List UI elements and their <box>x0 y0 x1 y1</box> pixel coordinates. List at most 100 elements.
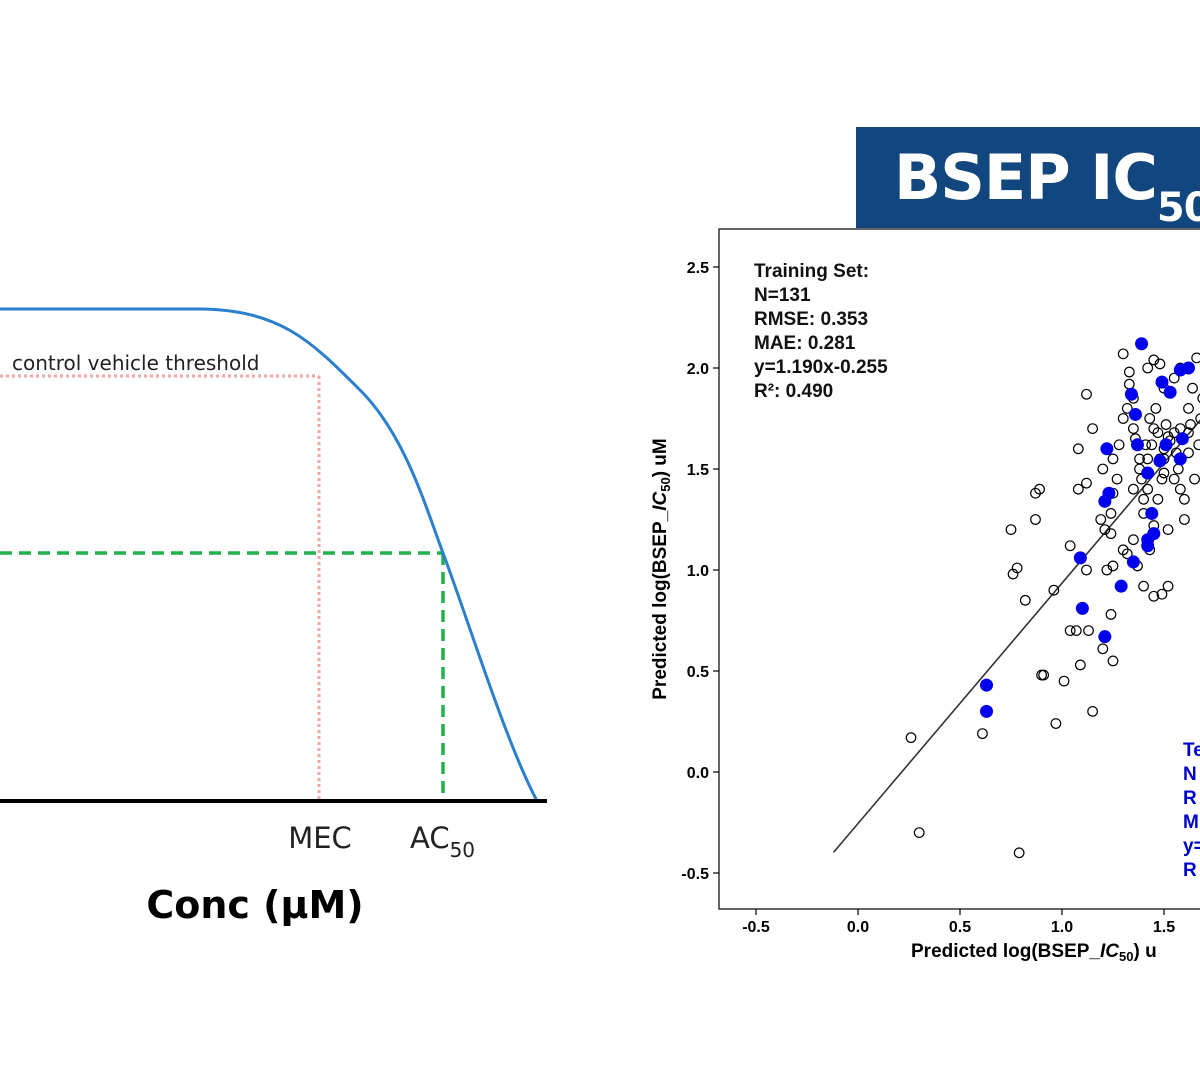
training-point <box>1168 473 1180 485</box>
training-point <box>1074 659 1086 671</box>
training-point <box>1160 419 1172 430</box>
training-point <box>1152 427 1164 439</box>
training-point <box>1174 362 1186 374</box>
training-point <box>1156 473 1168 485</box>
training-point <box>1172 463 1184 475</box>
test-point <box>1141 466 1155 480</box>
training-point <box>1036 669 1047 681</box>
test-point <box>1153 454 1167 468</box>
test-point <box>1181 361 1195 375</box>
training-point <box>1193 439 1200 451</box>
training-point <box>1148 590 1160 602</box>
test-point <box>1075 601 1089 615</box>
test-point <box>1100 442 1114 456</box>
training-point <box>1191 352 1200 364</box>
training-point <box>1164 435 1176 447</box>
training-point <box>1121 548 1133 560</box>
training-point <box>1030 514 1041 525</box>
training-point <box>1050 718 1062 729</box>
test-point <box>980 678 994 692</box>
x-tick-label: 1.0 <box>1051 919 1073 936</box>
training-point <box>1132 560 1143 572</box>
training-point <box>905 732 917 744</box>
test-point <box>1135 337 1149 351</box>
training-point <box>1064 540 1076 552</box>
training-point <box>1183 447 1194 459</box>
training-point <box>1007 568 1019 580</box>
test-stat-line: M <box>1183 812 1199 833</box>
training-point <box>1127 392 1139 404</box>
test-point <box>1128 407 1142 421</box>
training-point <box>1136 473 1147 485</box>
regression-line <box>832 419 1200 853</box>
training-point <box>1134 463 1145 475</box>
dose-response-schematic: control vehicle threshold MEC AC50 Conc … <box>0 307 547 927</box>
training-point <box>1183 427 1194 439</box>
test-point <box>1114 579 1128 593</box>
training-point <box>1142 483 1154 495</box>
training-point <box>977 728 988 740</box>
x-tick-label: 1.5 <box>1153 919 1175 936</box>
y-tick-label: 0.0 <box>687 765 709 782</box>
training-point <box>1158 443 1170 455</box>
training-point <box>1189 473 1200 485</box>
training-point <box>913 827 925 838</box>
training-point <box>1123 366 1135 378</box>
training-point <box>1048 584 1060 596</box>
training-point <box>1162 580 1174 592</box>
training-point <box>1174 483 1186 495</box>
training-point <box>1105 609 1117 620</box>
test-point <box>1159 438 1173 452</box>
training-point <box>1152 493 1164 505</box>
training-point <box>1005 524 1017 535</box>
training-point <box>1144 413 1156 424</box>
training-point <box>1154 358 1166 370</box>
x-axis-title: Predicted log(BSEP_IC50) u <box>911 941 1157 964</box>
x-tick-label: 0.0 <box>847 919 869 936</box>
training-point <box>1019 594 1031 606</box>
test-point <box>1155 375 1169 389</box>
training-point <box>1087 423 1098 435</box>
training-point <box>1158 467 1170 479</box>
x-tick-label: -0.5 <box>742 919 770 936</box>
test-point <box>1173 363 1187 377</box>
training-point <box>1183 403 1194 414</box>
training-point <box>1134 453 1145 465</box>
training-point <box>1144 544 1156 556</box>
training-point <box>1101 564 1113 576</box>
training-point <box>1081 388 1092 400</box>
conc-axis-title: Conc (μM) <box>146 883 363 927</box>
y-axis-ticks: -0.5 0.0 0.5 1.0 1.5 2.0 2.5 <box>681 260 719 883</box>
training-point <box>1158 382 1170 394</box>
y-axis-title: Predicted log(BSEP_IC50) uM <box>650 438 673 700</box>
test-point <box>1124 387 1138 401</box>
training-point <box>1058 675 1070 687</box>
test-point <box>1098 494 1112 508</box>
training-point <box>1081 477 1092 489</box>
training-point <box>1074 552 1086 564</box>
training-point <box>1127 534 1139 546</box>
test-point <box>1126 555 1140 569</box>
ac50-label: AC50 <box>410 821 475 862</box>
training-point <box>1138 493 1149 505</box>
training-point <box>1113 439 1125 451</box>
training-point <box>1162 524 1174 535</box>
y-tick-label: 2.0 <box>687 361 709 378</box>
training-point <box>1140 439 1152 451</box>
training-point <box>1174 423 1186 435</box>
mec-label: MEC <box>288 821 352 855</box>
training-point <box>1195 413 1200 424</box>
training-annotation: Training Set: N=131 RMSE: 0.353 MAE: 0.281 y… <box>754 261 888 402</box>
training-point <box>1121 403 1133 414</box>
training-point <box>1107 560 1119 572</box>
training-point <box>1117 348 1129 360</box>
test-point <box>980 704 994 718</box>
test-stat-line: R <box>1183 788 1197 809</box>
training-stat-line: Training Set: <box>754 261 869 282</box>
test-point <box>1073 551 1087 565</box>
training-point <box>1158 453 1170 465</box>
training-point <box>1034 483 1045 495</box>
test-point <box>1147 527 1161 541</box>
training-point <box>1150 403 1162 414</box>
